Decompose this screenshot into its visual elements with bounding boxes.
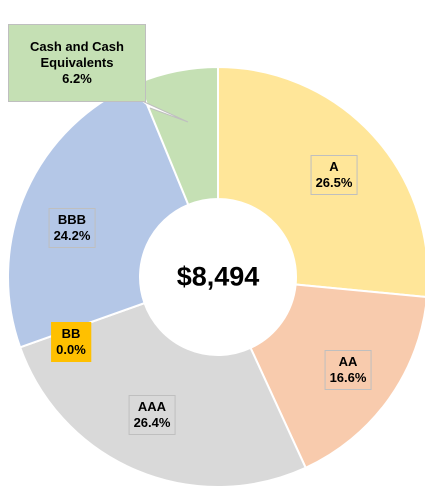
value-label: 24.2% (53, 228, 91, 243)
value-label: 16.6% (329, 370, 367, 385)
data-label: AAA 26.4% (128, 395, 176, 435)
value-label: 26.5% (315, 175, 353, 190)
leader-line (139, 99, 189, 123)
category-label: BBB (57, 212, 87, 227)
category-label: A (329, 159, 339, 174)
data-label: A 26.5% (310, 155, 358, 195)
donut-segment (217, 65, 425, 298)
value-label: 0.0% (56, 342, 86, 357)
data-label: Cash and Cash Equivalents 6.2% (8, 24, 146, 102)
value-label: 6.2% (62, 71, 92, 86)
value-label: 26.4% (133, 415, 171, 430)
data-label: BBB 24.2% (48, 208, 96, 248)
data-label: AA 16.6% (324, 350, 372, 390)
data-label: BB 0.0% (51, 322, 91, 362)
center-label: $8,494 (176, 261, 260, 292)
category-label: AAA (137, 399, 167, 414)
donut-segment (136, 65, 219, 207)
donut-segment (249, 283, 425, 470)
category-label: Cash and Cash Equivalents (30, 39, 124, 70)
category-label: BB (61, 326, 81, 341)
category-label: AA (338, 354, 358, 369)
